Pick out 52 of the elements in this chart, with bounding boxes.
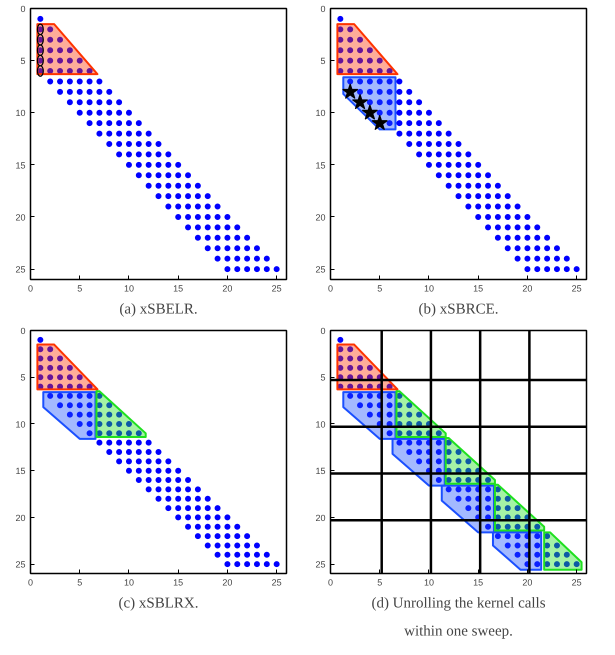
y-tick-label: 15 — [15, 466, 26, 476]
x-tick-label: 15 — [173, 578, 184, 588]
y-tick-label: 10 — [315, 419, 326, 430]
y-tick-label: 0 — [20, 4, 26, 14]
text: (c) xSBLRX. — [118, 596, 198, 612]
text: (d) Unrolling the kernel calls within one sweep. — [371, 596, 546, 640]
x-tick-label: 20 — [522, 578, 532, 588]
x-tick-label: 15 — [473, 284, 484, 294]
y-tick-label: 10 — [15, 419, 26, 430]
x-tick-label: 15 — [473, 578, 484, 588]
y-tick-label: 15 — [315, 466, 326, 476]
x-tick-label: 10 — [124, 284, 134, 294]
x-tick-label: 25 — [572, 284, 582, 294]
x-tick-label: 5 — [377, 284, 382, 294]
y-tick-label: 25 — [15, 560, 26, 570]
x-tick-label: 0 — [28, 578, 34, 588]
y-tick-label: 0 — [320, 4, 326, 14]
y-tick-label: 20 — [315, 212, 326, 222]
x-tick-label: 5 — [77, 284, 82, 294]
y-tick-label: 25 — [315, 560, 326, 570]
x-tick-label: 20 — [222, 284, 232, 294]
x-tick-label: 10 — [424, 284, 434, 294]
x-tick-label: 5 — [77, 578, 82, 588]
text: (b) xSBRCE. — [418, 302, 499, 318]
y-tick-label: 25 — [15, 264, 26, 275]
x-tick-label: 15 — [173, 284, 184, 294]
x-tick-label: 0 — [328, 284, 334, 294]
y-tick-label: 10 — [315, 108, 326, 118]
y-tick-label: 0 — [20, 326, 26, 336]
y-tick-label: 5 — [20, 56, 26, 66]
y-tick-label: 5 — [320, 372, 326, 383]
y-tick-label: 10 — [15, 108, 26, 118]
y-tick-label: 15 — [15, 160, 26, 170]
x-tick-label: 20 — [522, 284, 532, 294]
x-tick-label: 20 — [222, 578, 232, 588]
y-tick-label: 25 — [315, 264, 326, 275]
x-tick-label: 5 — [377, 578, 382, 588]
x-tick-label: 25 — [572, 578, 582, 588]
x-tick-label: 25 — [272, 284, 282, 294]
y-tick-label: 5 — [320, 56, 326, 66]
y-tick-label: 20 — [15, 212, 26, 222]
y-tick-label: 20 — [15, 512, 26, 523]
y-tick-label: 0 — [320, 326, 326, 336]
x-tick-label: 0 — [28, 284, 34, 294]
y-tick-label: 5 — [20, 372, 26, 383]
x-tick-label: 10 — [424, 578, 434, 588]
y-tick-label: 20 — [315, 512, 326, 523]
y-tick-label: 15 — [315, 160, 326, 170]
x-tick-label: 0 — [328, 578, 334, 588]
text: (a) xSBELR. — [119, 302, 198, 318]
x-tick-label: 10 — [124, 578, 134, 588]
x-tick-label: 25 — [272, 578, 282, 588]
